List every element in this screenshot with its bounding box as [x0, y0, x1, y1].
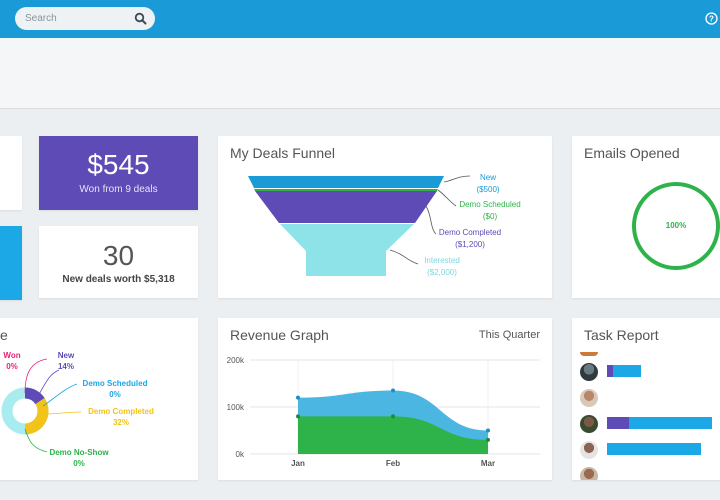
- task-bar-purple[interactable]: [607, 417, 629, 429]
- pipeline-label-value: 32%: [112, 418, 129, 427]
- stat-card-partial-top: [0, 136, 22, 210]
- new-deals-stat-card[interactable]: 30 New deals worth $5,318: [39, 226, 198, 298]
- pipeline-label-name: Demo Scheduled: [82, 379, 148, 388]
- search-box[interactable]: [15, 7, 155, 30]
- task-bar-blue[interactable]: [613, 365, 641, 377]
- avatar[interactable]: [580, 415, 598, 433]
- avatar[interactable]: [580, 441, 598, 459]
- donut-slice-demo-completed[interactable]: [24, 397, 49, 435]
- data-point[interactable]: [486, 428, 490, 433]
- stat-card-partial-blue: [0, 226, 22, 300]
- sub-header: [0, 38, 720, 109]
- funnel-label-demo-completed: Demo Completed ($1,200): [434, 227, 506, 251]
- data-point[interactable]: [296, 395, 300, 400]
- data-point[interactable]: [391, 388, 395, 393]
- task-bar-blue[interactable]: [607, 443, 701, 455]
- new-deals-caption: New deals worth $5,318: [62, 274, 175, 285]
- won-value: $545: [87, 149, 150, 180]
- help-icon[interactable]: ?: [705, 12, 718, 25]
- funnel-label-amount: ($500): [476, 185, 500, 194]
- deals-funnel-card: My Deals Funnel New ($500) Demo Schedule…: [218, 136, 552, 298]
- funnel-stage-new[interactable]: [248, 176, 444, 188]
- funnel-label-demo-scheduled: Demo Scheduled ($0): [454, 199, 526, 223]
- top-bar: ?: [0, 0, 720, 38]
- revenue-graph-card: Revenue Graph This Quarter 0k 100k 200k Jan…: [218, 318, 552, 480]
- pipeline-label-demo-completed: Demo Completed 32%: [83, 406, 159, 428]
- avatar-partial: [580, 352, 598, 356]
- new-deals-value: 30: [102, 240, 135, 271]
- revenue-period-selector[interactable]: This Quarter: [478, 329, 540, 341]
- svg-text:?: ?: [709, 15, 714, 24]
- pipeline-label-value: 0%: [6, 362, 18, 371]
- funnel-label-name: Demo Scheduled: [459, 200, 521, 209]
- avatar[interactable]: [580, 363, 598, 381]
- pipeline-label-value: 14%: [57, 362, 74, 371]
- funnel-label-amount: ($2,000): [427, 268, 457, 277]
- pipeline-label-value: 0%: [109, 390, 121, 399]
- funnel-label-name: New: [479, 173, 496, 182]
- pipeline-label-name: Demo Completed: [88, 407, 154, 416]
- funnel-label-name: Demo Completed: [438, 228, 502, 237]
- funnel-label-interested: Interested ($2,000): [418, 255, 466, 279]
- funnel-label-amount: ($0): [482, 212, 498, 221]
- y-tick-label: 200k: [227, 356, 245, 365]
- task-report-title: Task Report: [584, 327, 659, 343]
- pipeline-label-name: Won: [3, 351, 21, 360]
- emails-opened-card: Emails Opened 100%: [572, 136, 720, 298]
- y-tick-label: 0k: [236, 450, 245, 459]
- emails-opened-gauge: [632, 182, 720, 270]
- pipeline-label-demo-scheduled: Demo Scheduled 0%: [79, 378, 151, 400]
- pipeline-label-name: Demo No-Show: [49, 448, 109, 457]
- won-stat-card[interactable]: $545 Won from 9 deals: [39, 136, 198, 210]
- revenue-area-chart: 0k 100k 200k Jan Feb Mar: [227, 356, 540, 468]
- funnel-stage-demo-scheduled[interactable]: [254, 189, 438, 191]
- pipeline-label-won: Won 0%: [0, 350, 27, 372]
- task-bar-blue[interactable]: [629, 417, 712, 429]
- search-icon[interactable]: [134, 12, 147, 25]
- pipeline-card: e Won 0% New 14% Demo Scheduled 0% Demo …: [0, 318, 198, 480]
- pipeline-label-value: 0%: [73, 459, 85, 468]
- emails-opened-percent: 100%: [665, 221, 687, 230]
- pipeline-label-new: New 14%: [51, 350, 81, 372]
- funnel-label-amount: ($1,200): [455, 240, 485, 249]
- avatar[interactable]: [580, 467, 598, 480]
- emails-opened-title: Emails Opened: [584, 145, 680, 161]
- data-point[interactable]: [391, 414, 395, 419]
- task-report-card: Task Report: [572, 318, 720, 480]
- data-point[interactable]: [296, 414, 300, 419]
- funnel-chart: [248, 175, 471, 276]
- data-point[interactable]: [486, 437, 490, 442]
- funnel-label-name: Interested: [424, 256, 460, 265]
- funnel-label-new: New ($500): [468, 172, 508, 196]
- x-tick-label: Feb: [386, 459, 400, 468]
- pipeline-donut-chart: [1, 358, 82, 453]
- donut-slice-new[interactable]: [24, 387, 45, 405]
- y-tick-label: 100k: [227, 403, 245, 412]
- task-bar-purple[interactable]: [607, 365, 613, 377]
- search-input[interactable]: [25, 10, 130, 26]
- deals-funnel-title: My Deals Funnel: [230, 145, 336, 161]
- revenue-graph-title: Revenue Graph: [230, 327, 329, 343]
- funnel-stage-interested[interactable]: [280, 224, 414, 276]
- x-tick-label: Jan: [291, 459, 305, 468]
- won-caption: Won from 9 deals: [79, 184, 158, 195]
- avatar[interactable]: [580, 389, 598, 407]
- pipeline-label-demo-no-show: Demo No-Show 0%: [47, 447, 111, 469]
- area-series-1[interactable]: [298, 416, 488, 454]
- x-tick-label: Mar: [481, 459, 495, 468]
- funnel-stage-demo-completed[interactable]: [255, 191, 437, 223]
- pipeline-title-fragment: e: [0, 327, 8, 343]
- pipeline-label-name: New: [57, 351, 75, 360]
